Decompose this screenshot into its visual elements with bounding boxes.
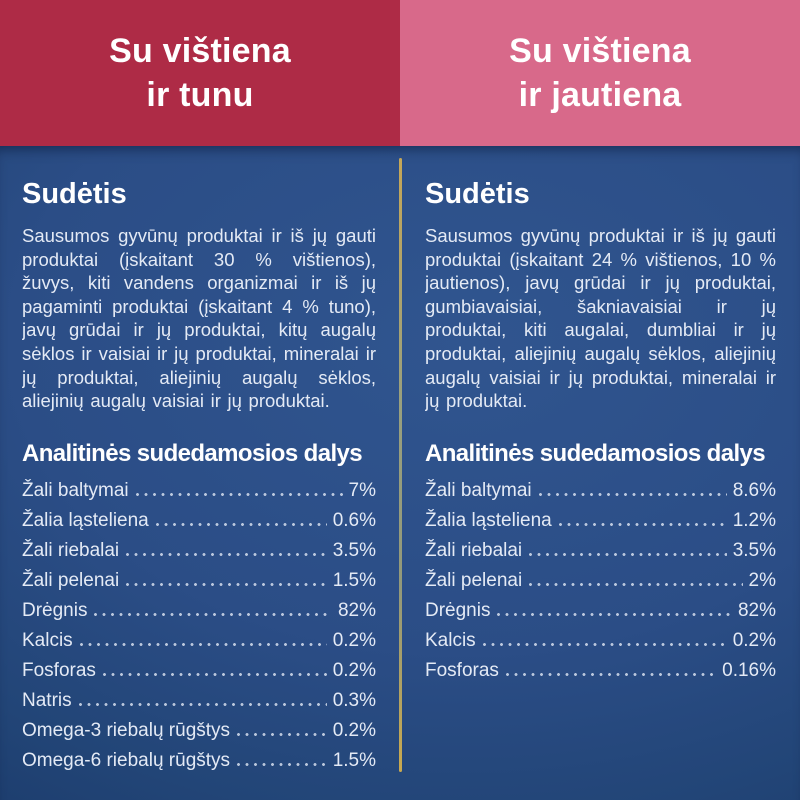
composition-text: Sausumos gyvūnų produktai ir iš jų gauti… [22, 225, 376, 412]
column-chicken-beef: Sudėtis Sausumos gyvūnų produktai ir iš … [400, 146, 800, 800]
analysis-row-label: Žali baltymai [22, 480, 129, 501]
leader-dots [102, 673, 327, 676]
analysis-row-value: 0.3% [332, 690, 376, 711]
leader-dots [94, 613, 332, 616]
analysis-row: Drėgnis 82% [425, 600, 776, 630]
analysis-row-value: 1.5% [332, 750, 376, 771]
analysis-row: Fosforas 0.2% [22, 660, 376, 690]
analysis-row-value: 0.6% [332, 510, 376, 531]
composition-text-wrap: Sausumos gyvūnų produktai ir iš jų gauti… [425, 224, 776, 440]
analysis-row-value: 0.16% [722, 660, 776, 681]
leader-dots [126, 583, 327, 586]
leader-dots [538, 493, 727, 496]
leader-dots [155, 523, 327, 526]
analysis-row-label: Kalcis [425, 630, 476, 651]
analysis-row-label: Žali riebalai [22, 540, 120, 561]
analysis-row: Natris 0.3% [22, 690, 376, 720]
analysis-row: Žalia ląsteliena 1.2% [425, 510, 776, 540]
leader-dots [529, 583, 743, 586]
analysis-row: Žali baltymai 8.6% [425, 480, 776, 510]
analysis-row-label: Žali baltymai [425, 480, 532, 501]
variant-title-line2: ir jautiena [518, 76, 682, 114]
analysis-heading: Analitinės sudedamosios dalys [22, 440, 363, 467]
leader-dots [529, 553, 727, 556]
column-divider-line [399, 158, 402, 772]
analysis-row-value: 2% [748, 570, 776, 591]
analysis-row-value: 1.5% [332, 570, 376, 591]
analysis-row: Žali riebalai 3.5% [425, 540, 776, 570]
analysis-row-label: Drėgnis [425, 600, 491, 621]
analysis-row-label: Žali pelenai [425, 570, 523, 591]
variant-title-line2: ir tunu [146, 76, 254, 114]
leader-dots [237, 763, 327, 766]
composition-heading: Sudėtis [425, 178, 530, 210]
analysis-row-label: Natris [22, 690, 72, 711]
analysis-row: Fosforas 0.16% [425, 660, 776, 690]
variant-header-chicken-tuna: Su vištiena ir tunu [0, 0, 400, 146]
variant-headers: Su vištiena ir tunu Su vištiena ir jauti… [0, 0, 800, 146]
analysis-row-label: Drėgnis [22, 600, 88, 621]
analysis-row-value: 8.6% [732, 480, 776, 501]
analysis-row-value: 1.2% [732, 510, 776, 531]
analysis-row-value: 3.5% [332, 540, 376, 561]
analysis-row-value: 0.2% [332, 660, 376, 681]
analysis-row-value: 0.2% [332, 630, 376, 651]
variant-title-line1: Su vištiena [509, 32, 691, 70]
analysis-row-label: Omega-6 riebalų rūgštys [22, 750, 231, 771]
leader-dots [497, 613, 732, 616]
analysis-heading: Analitinės sudedamosios dalys [425, 440, 766, 467]
leader-dots [126, 553, 327, 556]
analysis-row: Žali pelenai 1.5% [22, 570, 376, 600]
analysis-row-label: Fosforas [22, 660, 96, 681]
analysis-row-value: 0.2% [732, 630, 776, 651]
composition-text-wrap: Sausumos gyvūnų produktai ir iš jų gauti… [22, 224, 376, 440]
analysis-row: Kalcis 0.2% [425, 630, 776, 660]
analysis-row-value: 7% [348, 480, 376, 501]
analysis-row-label: Žalia ląsteliena [425, 510, 552, 531]
analysis-row-label: Omega-3 riebalų rūgštys [22, 720, 231, 741]
analysis-row-label: Žali riebalai [425, 540, 523, 561]
analysis-row: Žali baltymai 7% [22, 480, 376, 510]
variant-title-line1: Su vištiena [109, 32, 291, 70]
leader-dots [505, 673, 717, 676]
leader-dots [78, 703, 327, 706]
leader-dots [135, 493, 343, 496]
info-body: Sudėtis Sausumos gyvūnų produktai ir iš … [0, 146, 800, 800]
analysis-row-value: 82% [737, 600, 776, 621]
analysis-table: Žali baltymai 8.6% Žalia ląsteliena 1.2%… [425, 480, 776, 690]
analysis-row: Omega-6 riebalų rūgštys 1.5% [22, 750, 376, 780]
analysis-row: Žali riebalai 3.5% [22, 540, 376, 570]
analysis-row-value: 3.5% [732, 540, 776, 561]
analysis-row: Žali pelenai 2% [425, 570, 776, 600]
leader-dots [237, 733, 327, 736]
analysis-row: Žalia ląsteliena 0.6% [22, 510, 376, 540]
composition-text: Sausumos gyvūnų produktai ir iš jų gauti… [425, 225, 776, 412]
column-chicken-tuna: Sudėtis Sausumos gyvūnų produktai ir iš … [0, 146, 400, 800]
analysis-row-label: Fosforas [425, 660, 499, 681]
analysis-row-value: 0.2% [332, 720, 376, 741]
analysis-table: Žali baltymai 7% Žalia ląsteliena 0.6% Ž… [22, 480, 376, 780]
leader-dots [482, 643, 727, 646]
analysis-row-label: Kalcis [22, 630, 73, 651]
analysis-row: Omega-3 riebalų rūgštys 0.2% [22, 720, 376, 750]
variant-header-chicken-beef: Su vištiena ir jautiena [400, 0, 800, 146]
analysis-row: Drėgnis 82% [22, 600, 376, 630]
analysis-row-label: Žalia ląsteliena [22, 510, 149, 531]
leader-dots [558, 523, 727, 526]
analysis-row-label: Žali pelenai [22, 570, 120, 591]
leader-dots [79, 643, 327, 646]
analysis-row: Kalcis 0.2% [22, 630, 376, 660]
composition-heading: Sudėtis [22, 178, 127, 210]
analysis-row-value: 82% [337, 600, 376, 621]
